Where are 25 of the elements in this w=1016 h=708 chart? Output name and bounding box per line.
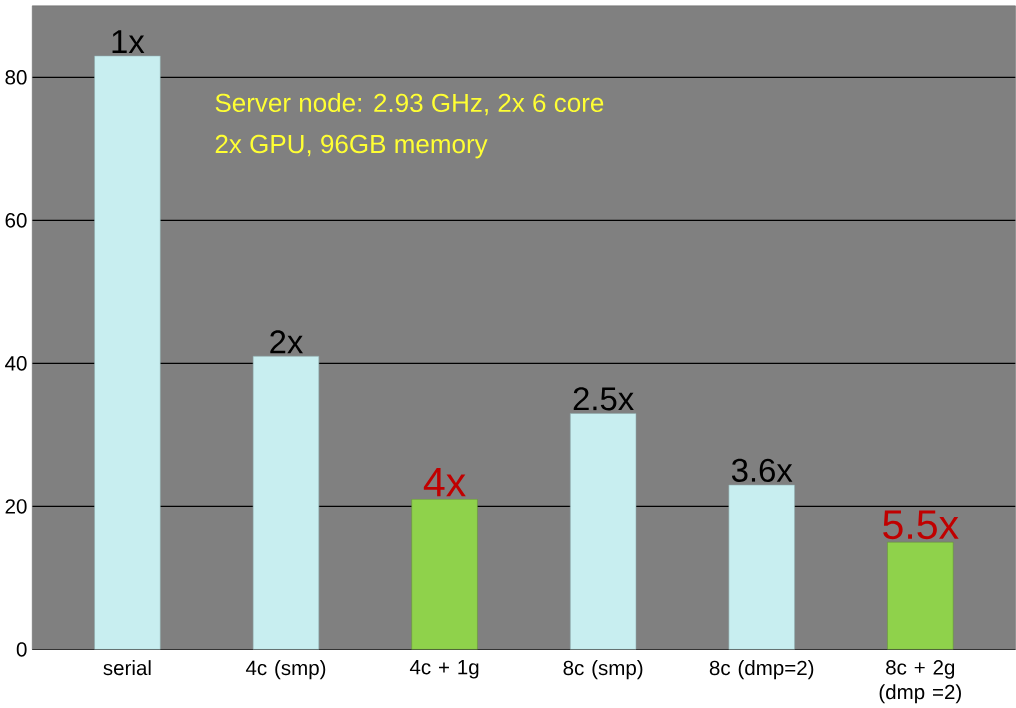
y-tick-label: 60	[5, 213, 27, 228]
bar	[411, 499, 478, 650]
x-tick-label: 8c (smp)	[563, 660, 643, 680]
annotation: 2x	[270, 330, 303, 354]
annotation: 2x GPU, 96GB memory	[215, 134, 488, 159]
annotation: 2.5x	[573, 387, 634, 411]
y-tick-label: 80	[5, 70, 27, 85]
x-tick-label: 8c + 2g (dmp =2)	[879, 660, 961, 704]
x-tick-label: 4c + 1g	[409, 660, 479, 679]
bar	[887, 541, 954, 650]
y-tick-label: 0	[16, 642, 27, 657]
annotation: 1x	[112, 30, 145, 53]
bar	[94, 55, 161, 650]
annotation: 4x	[423, 468, 466, 497]
bar	[728, 484, 795, 650]
annotation: 5.5x	[883, 510, 959, 540]
y-tick-label: 20	[5, 499, 27, 514]
annotation: Server node: 2.93 GHz, 2x 6 core	[215, 93, 604, 116]
bar	[252, 355, 320, 650]
x-tick-label: 8c (dmp=2)	[709, 660, 814, 680]
y-tick-label: 40	[5, 356, 27, 371]
bar	[570, 413, 637, 650]
x-tick-label: serial	[103, 660, 151, 676]
annotation: 3.6x	[731, 458, 793, 482]
x-tick-label: 4c (smp)	[245, 660, 326, 680]
